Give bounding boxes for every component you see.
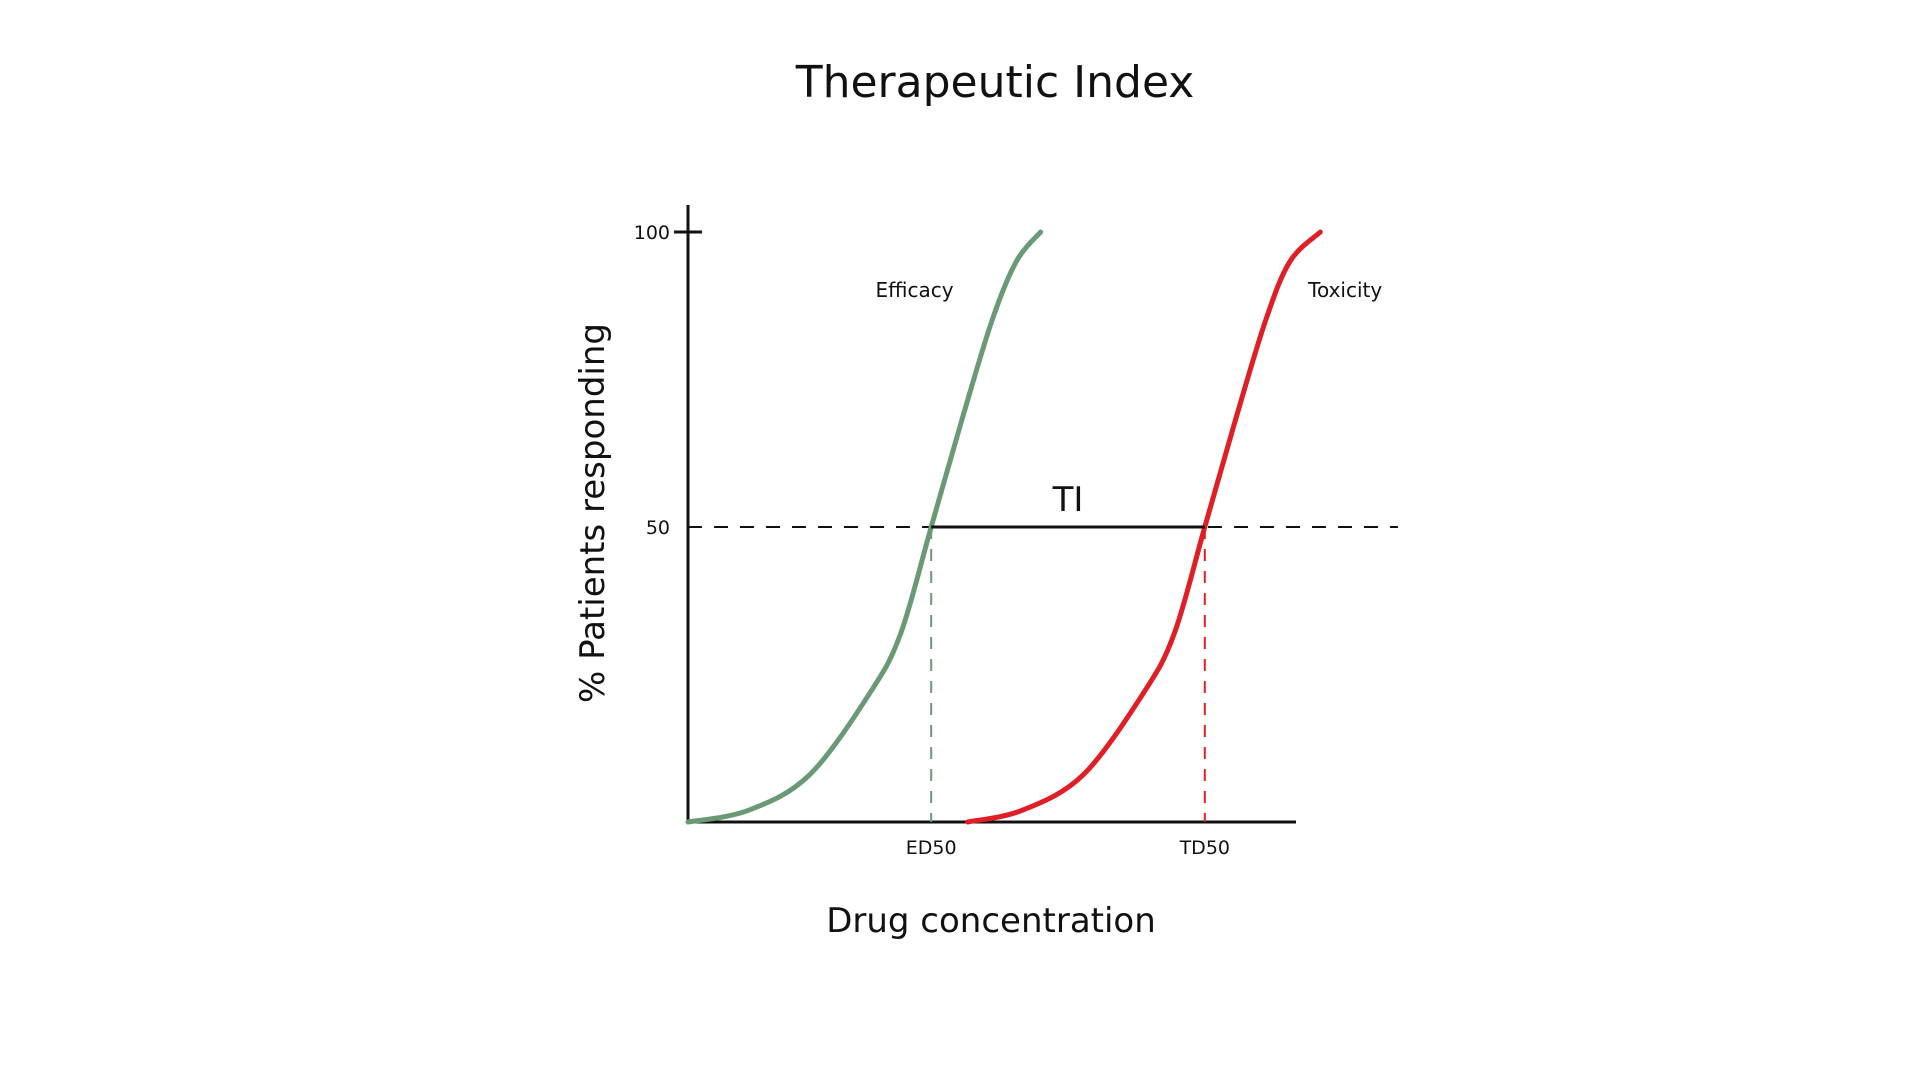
series-curve-efficacy [685, 229, 1044, 825]
series-label-efficacy: Efficacy [876, 278, 954, 302]
chart-title: Therapeutic Index [795, 57, 1195, 108]
series-curve-toxicity [965, 229, 1323, 825]
x-axis-title: Drug concentration [826, 901, 1156, 941]
y-tick-label-50: 50 [646, 517, 670, 539]
ti-label: TI [1052, 480, 1084, 520]
x-tick-label-ed50: ED50 [906, 837, 957, 859]
plot-area: 100 50 ED50 TD50 Efficacy Toxicity TI [634, 205, 1398, 859]
y-tick-label-100: 100 [634, 222, 670, 244]
y-axis-title: % Patients responding [573, 323, 613, 703]
x-tick-label-td50: TD50 [1179, 837, 1230, 859]
series-label-toxicity: Toxicity [1307, 278, 1382, 302]
